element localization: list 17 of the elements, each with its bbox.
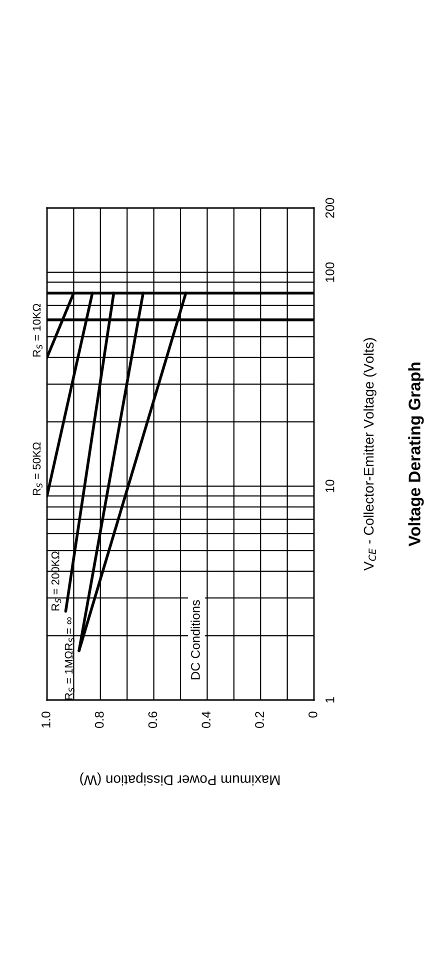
x-axis-title: Maximum Power Dissipation (W) bbox=[80, 772, 280, 786]
text: R$_{S}$ = 50KΩ bbox=[32, 442, 42, 496]
x-tick-label: 1.0 bbox=[42, 712, 50, 728]
annotation: DC Conditions bbox=[190, 600, 200, 680]
y-tick-label: 200 bbox=[325, 198, 334, 218]
x-tick-label: 0.4 bbox=[202, 711, 211, 728]
y-axis-title: V$_{CE}$ - Collector-Emitter Voltage (Volts) bbox=[363, 338, 376, 571]
text: Voltage Derating Graph bbox=[408, 362, 424, 546]
y-tick-label: 10 bbox=[325, 480, 334, 492]
x-tick-label: 0.2 bbox=[255, 712, 264, 728]
text: R$_{S}$ = 200KΩ bbox=[51, 551, 62, 610]
text: R$_{S}$ = 10KΩ bbox=[32, 304, 42, 357]
x-tick-label: 0.6 bbox=[148, 712, 158, 728]
y-tick-label: 1 bbox=[326, 697, 334, 703]
y-tick-label: 100 bbox=[325, 262, 334, 282]
x-tick-label: 0.8 bbox=[94, 712, 104, 728]
x-tick-label: 0 bbox=[308, 712, 318, 718]
